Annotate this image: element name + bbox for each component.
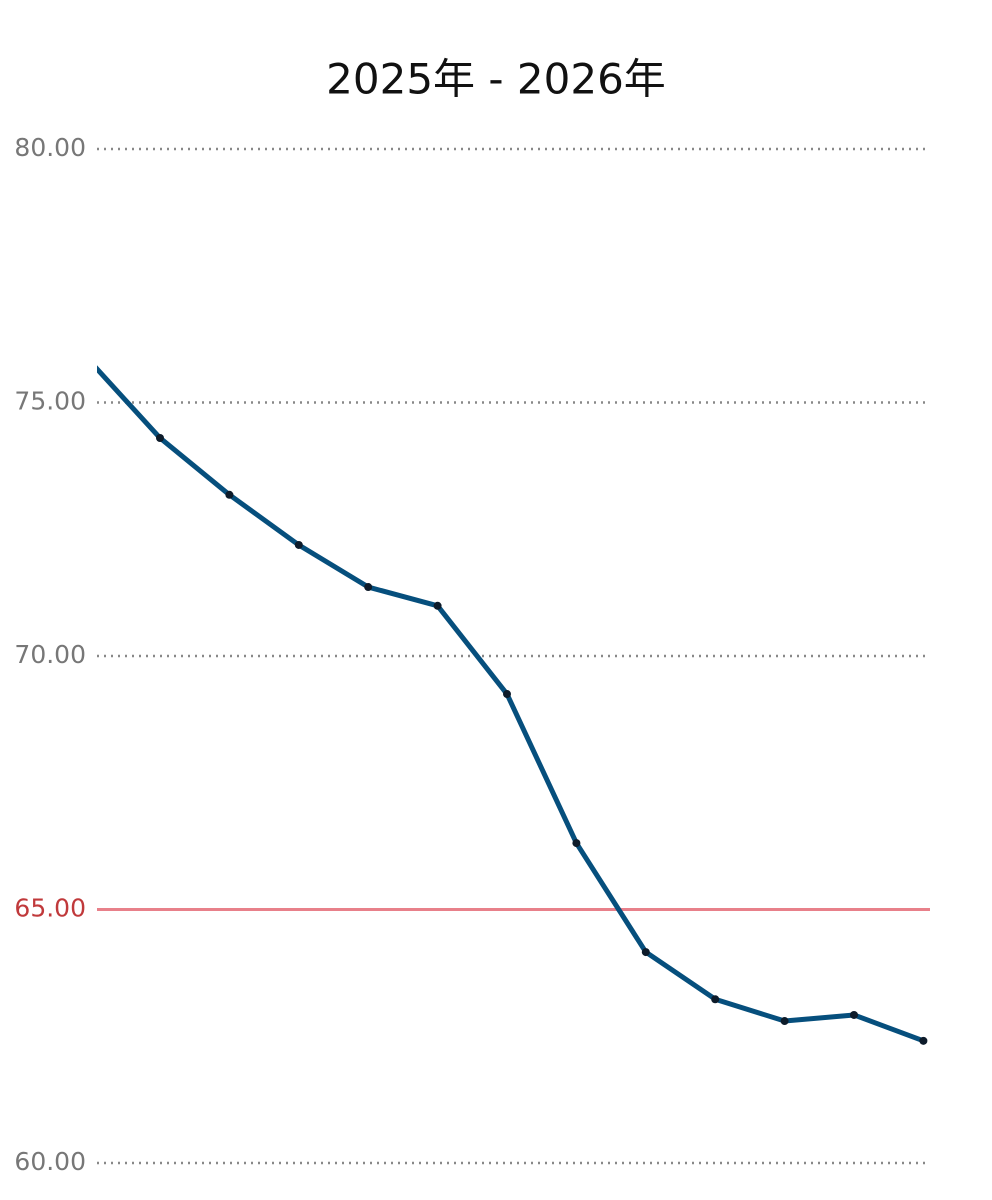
y-tick-label: 60.00 [14,1147,86,1176]
y-tick-label: 65.00 [14,894,86,923]
data-point [87,358,95,366]
data-point [503,690,511,699]
data-point [919,1036,928,1045]
data-point [850,1010,858,1019]
chart-title: 2025年 - 2026年 [326,55,666,104]
data-point [156,433,164,442]
data-point [294,540,303,549]
data-point [225,490,234,499]
plot-area [87,358,928,1045]
y-tick-label: 80.00 [14,133,86,162]
y-tick-label: 70.00 [14,640,86,669]
data-line [97,365,925,1044]
data-point [433,601,442,610]
data-point [711,995,720,1004]
y-tick-label: 75.00 [14,387,86,416]
data-point [641,948,650,957]
data-point [572,839,581,848]
data-point [364,583,373,592]
data-point [780,1017,789,1026]
